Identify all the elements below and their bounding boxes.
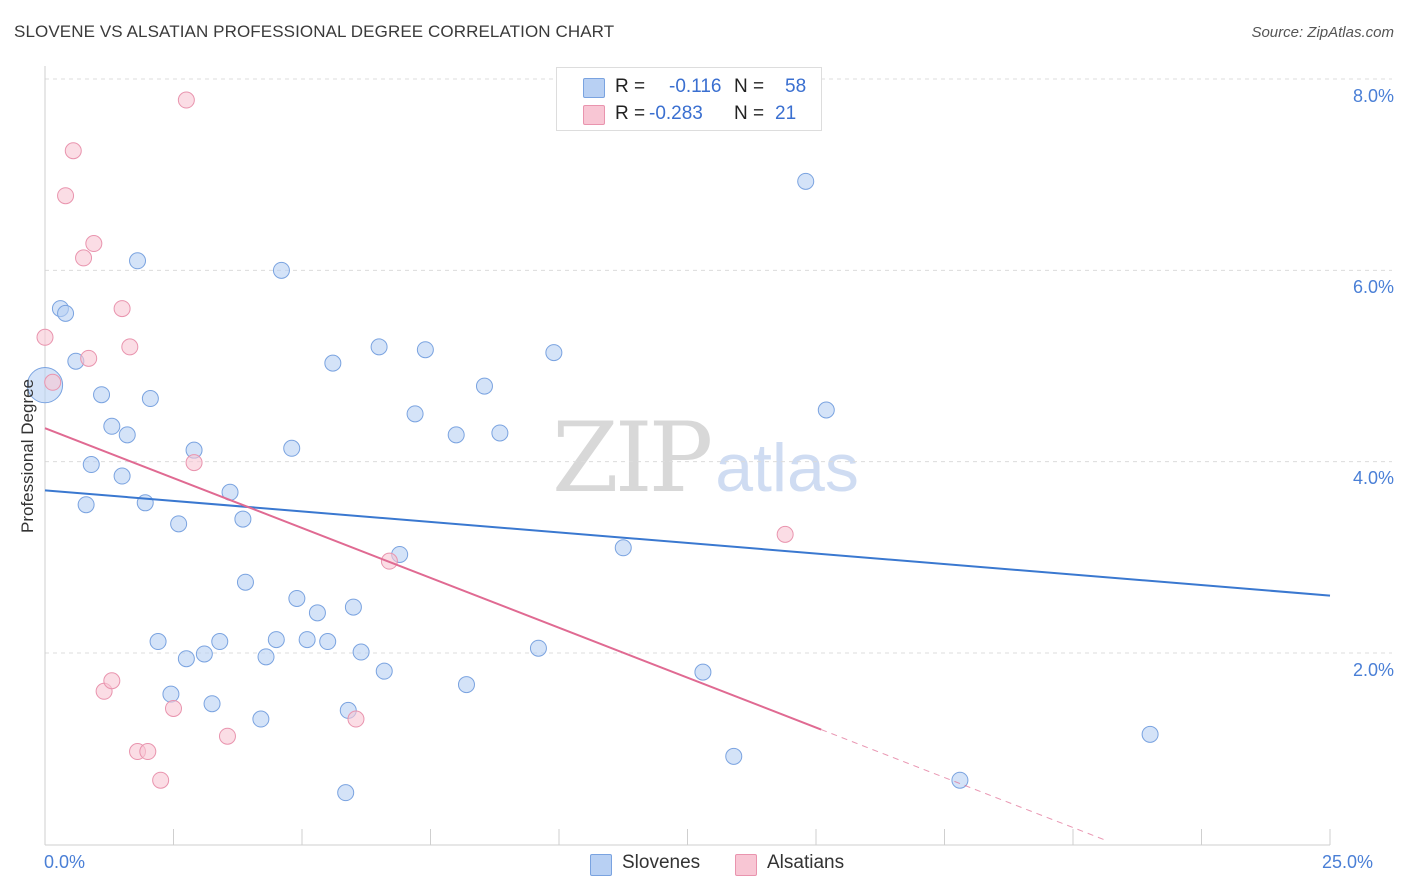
n-label: N = (734, 103, 765, 124)
slovenes-point (252, 710, 270, 728)
alsatians-point (36, 328, 54, 346)
legend-label-alsatians: Alsatians (767, 852, 845, 873)
alsatians-point (80, 349, 98, 367)
legend-label-slovenes: Slovenes (622, 852, 701, 873)
alsatians-point (103, 672, 121, 690)
slovenes-point (257, 648, 275, 666)
chart-title: SLOVENE VS ALSATIAN PROFESSIONAL DEGREE … (14, 22, 615, 41)
slovenes-point (324, 354, 342, 372)
alsatians-swatch (583, 105, 605, 125)
slovenes-point (234, 510, 252, 528)
r-label: R = (615, 103, 646, 124)
slovenes-point (129, 252, 147, 270)
n-label: N = (734, 76, 765, 97)
alsatians-point (185, 454, 203, 472)
slovenes-point (283, 439, 301, 457)
slovenes-point (817, 401, 835, 419)
slovenes-point (447, 426, 465, 444)
slovenes-point (308, 604, 326, 622)
slovenes-point (267, 631, 285, 649)
x-tick-label-min: 0.0% (44, 852, 86, 872)
slovenes-point (375, 662, 393, 680)
y-tick-label-8: 8.0% (1352, 86, 1394, 106)
alsatians-point (139, 743, 157, 761)
slovenes-point (195, 645, 213, 663)
slovenes-point (82, 456, 100, 474)
alsatians-point (177, 91, 195, 109)
r-value: -0.283 (649, 103, 703, 124)
slovenes-point (416, 341, 434, 359)
slovenes-point (406, 405, 424, 423)
slovenes-point (170, 515, 188, 533)
slovenes-point (118, 426, 136, 444)
slovenes-point (298, 631, 316, 649)
alsatians-point (152, 771, 170, 789)
slovenes-point (211, 633, 229, 651)
slovenes-point (475, 377, 493, 395)
alsatians-point (85, 235, 103, 253)
r-value: -0.116 (669, 76, 722, 97)
slovenes-point (951, 771, 969, 789)
slovenes-point (93, 386, 111, 404)
slovenes-point (236, 573, 254, 591)
slovenes-point (272, 261, 290, 279)
r-label: R = (615, 76, 646, 97)
y-tick-label-6: 6.0% (1352, 277, 1394, 297)
alsatians-point (44, 373, 62, 391)
slovenes-point (113, 467, 131, 485)
slovenes-point (725, 747, 743, 765)
slovenes-swatch (583, 78, 605, 98)
slovenes-point (319, 633, 337, 651)
alsatians-point (347, 710, 365, 728)
alsatians-point (776, 525, 794, 543)
y-tick-label-4: 4.0% (1352, 468, 1394, 488)
slovenes-point (203, 695, 221, 713)
slovenes-point (141, 390, 159, 408)
slovenes-trend-line (44, 489, 1331, 597)
alsatians-point (75, 249, 93, 267)
slovenes-point (457, 676, 475, 694)
slovenes-point (694, 663, 712, 681)
slovenes-point (344, 598, 362, 616)
slovenes-point (103, 417, 121, 435)
alsatians-point (218, 727, 236, 745)
legend-swatch-slovenes (590, 854, 612, 876)
slovenes-point (797, 172, 815, 190)
legend-swatch-alsatians (735, 854, 757, 876)
source-label: Source: ZipAtlas.com (1251, 24, 1394, 41)
slovenes-point (77, 496, 95, 514)
slovenes-point (149, 633, 167, 651)
slovenes-point (337, 784, 355, 802)
alsatians-point (121, 338, 139, 356)
slovenes-point (162, 685, 180, 703)
alsatians-point (57, 187, 75, 205)
alsatians-point (165, 699, 182, 717)
slovenes-point (177, 650, 195, 668)
slovenes-point (545, 344, 563, 362)
slovenes-point (491, 424, 509, 442)
alsatians-point (113, 300, 131, 318)
slovenes-point (1141, 725, 1159, 743)
y-tick-label-2: 2.0% (1352, 660, 1394, 680)
n-value: 58 (785, 76, 807, 97)
x-tick-label-max: 25.0% (1322, 852, 1374, 872)
slovenes-point (370, 338, 388, 356)
y-axis-label: Professional Degree (18, 378, 37, 534)
slovenes-point (352, 643, 370, 661)
n-value: 21 (775, 103, 797, 124)
alsatians-trend-line (44, 427, 822, 731)
slovenes-point (614, 539, 632, 557)
stats-box: R = -0.116 N = 58 R = -0.283 N = 21 (556, 67, 822, 131)
alsatians-point (64, 142, 82, 160)
slovenes-point (288, 589, 306, 607)
slovenes-point (529, 639, 547, 657)
slovenes-point (57, 304, 75, 322)
